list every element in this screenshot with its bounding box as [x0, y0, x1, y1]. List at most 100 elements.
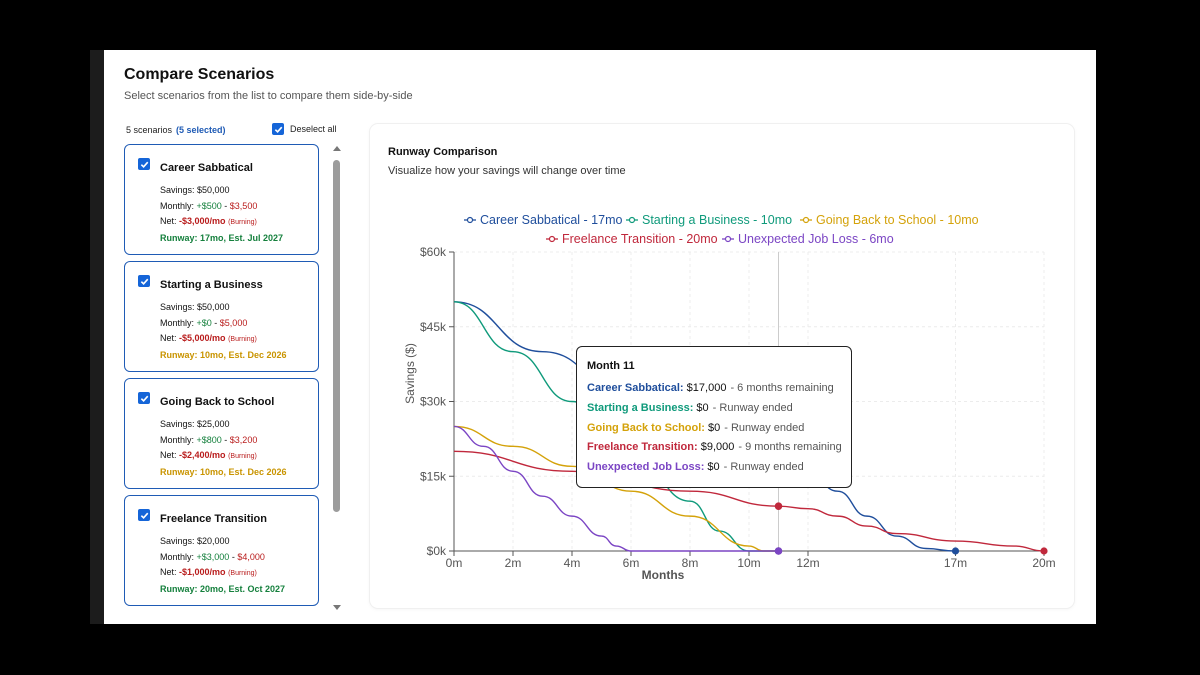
scenario-details: Savings: $20,000 Monthly: +$3,000 - $4,00… — [160, 534, 285, 597]
chart-subtitle: Visualize how your savings will change o… — [388, 165, 626, 177]
monthly-income: +$800 — [196, 434, 222, 445]
scenario-card[interactable]: Career Sabbatical Savings: $50,000 Monthly… — [124, 144, 319, 255]
tooltip-value: $0 — [707, 461, 720, 473]
tooltip-value: $17,000 — [686, 382, 727, 394]
tooltip-row: Career Sabbatical: $17,000- 6 months rem… — [587, 382, 834, 394]
scenario-net: Net: -$2,400/mo (Burning) — [160, 448, 287, 465]
y-axis-label: Savings ($) — [403, 343, 417, 404]
scenario-card[interactable]: Starting a Business Savings: $50,000 Month… — [124, 261, 319, 372]
tooltip-value: $9,000 — [700, 441, 735, 453]
scenario-count: 5 scenarios (5 selected) — [126, 125, 226, 135]
legend-marker — [466, 216, 474, 224]
monthly-separator: - — [229, 551, 238, 562]
scenario-runway: Runway: 20mo, Est. Oct 2027 — [160, 583, 286, 594]
net-value: -$1,000/mo — [179, 567, 226, 577]
scrollbar-thumb[interactable] — [333, 160, 340, 512]
scenario-card[interactable]: Going Back to School Savings: $25,000 Mont… — [124, 378, 319, 489]
check-icon — [140, 512, 148, 519]
burning-badge: (Burning) — [228, 453, 257, 460]
scenario-checkbox[interactable] — [138, 158, 150, 170]
tooltip-title: Month 11 — [587, 360, 635, 372]
tooltip-note: - Runway ended — [712, 402, 793, 414]
y-tick-label: $60k — [420, 245, 447, 259]
scenario-name: Freelance Transition — [160, 513, 267, 525]
y-tick-label: $45k — [420, 320, 447, 334]
scenario-checkbox[interactable] — [138, 392, 150, 404]
scenario-checkbox[interactable] — [138, 509, 150, 521]
legend-marker — [724, 235, 732, 243]
x-tick-label: 6m — [623, 556, 640, 570]
series-end-point — [951, 547, 960, 555]
runway-chart[interactable]: $0k $15k $30k $45k $60k 0m 2m 4m 6m 8m 10m 12m 17m 20… — [370, 124, 1074, 608]
monthly-prefix: Monthly: — [160, 434, 197, 445]
monthly-separator: - — [211, 317, 220, 328]
y-tick-label: $0k — [427, 544, 447, 558]
tooltip-series-name: Career Sabbatical: — [587, 382, 684, 394]
scenario-name: Career Sabbatical — [160, 162, 253, 174]
legend-label: Going Back to School - 10mo — [816, 213, 979, 227]
net-prefix: Net: — [160, 450, 180, 460]
tooltip-row: Freelance Transition: $9,000- 9 months r… — [587, 441, 842, 453]
scenario-name: Going Back to School — [160, 396, 275, 408]
scenario-name: Starting a Business — [160, 279, 263, 291]
page-subtitle: Select scenarios from the list to compar… — [124, 90, 413, 102]
scenario-net: Net: -$5,000/mo (Burning) — [160, 331, 287, 348]
tooltip-series-name: Freelance Transition: — [587, 441, 698, 453]
burning-badge: (Burning) — [228, 570, 257, 577]
check-icon — [140, 395, 148, 402]
x-tick-label: 10m — [737, 556, 760, 570]
deselect-all-checkbox[interactable] — [272, 123, 284, 135]
scenario-list: Career Sabbatical Savings: $50,000 Monthly… — [124, 144, 320, 612]
scenario-savings: Savings: $50,000 — [160, 302, 230, 312]
monthly-expense: $4,000 — [237, 551, 265, 562]
tooltip-row: Unexpected Job Loss: $0- Runway ended — [587, 461, 804, 473]
scenario-runway: Runway: 10mo, Est. Dec 2026 — [160, 349, 287, 360]
deselect-all-label: Deselect all — [290, 124, 337, 134]
net-prefix: Net: — [160, 333, 180, 343]
tooltip-value: $0 — [696, 402, 709, 414]
series-line — [453, 425, 779, 552]
scenario-checkbox[interactable] — [138, 275, 150, 287]
compare-panel: Compare Scenarios Select scenarios from … — [104, 50, 1096, 624]
tooltip-note: - Runway ended — [723, 461, 804, 473]
tooltip-note: - 9 months remaining — [738, 441, 842, 453]
monthly-expense: $5,000 — [219, 317, 248, 328]
deselect-all-toggle[interactable]: Deselect all — [272, 123, 337, 135]
scroll-down-arrow-icon[interactable] — [333, 605, 341, 610]
scenario-details: Savings: $50,000 Monthly: +$500 - $3,500 N… — [160, 183, 283, 246]
scenario-monthly: Monthly: +$0 - $5,000 — [160, 316, 287, 332]
legend-label: Career Sabbatical - 17mo — [480, 213, 622, 227]
tooltip-row: Going Back to School: $0- Runway ended — [587, 422, 804, 434]
monthly-separator: - — [221, 200, 230, 211]
scenario-savings: Savings: $50,000 — [160, 185, 230, 195]
tooltip-series-name: Unexpected Job Loss: — [587, 461, 705, 473]
selected-count: (5 selected) — [176, 125, 226, 135]
y-tick-label: $30k — [420, 395, 447, 409]
scenario-net: Net: -$1,000/mo (Burning) — [160, 565, 285, 582]
monthly-income: +$3,000 — [196, 551, 230, 562]
x-tick-label: 12m — [796, 556, 819, 570]
legend-marker — [628, 216, 636, 224]
hover-point — [774, 547, 783, 555]
monthly-prefix: Monthly: — [160, 551, 197, 562]
monthly-prefix: Monthly: — [160, 200, 197, 211]
tooltip-note: - 6 months remaining — [730, 382, 834, 394]
net-value: -$2,400/mo — [179, 450, 226, 460]
x-tick-label: 20m — [1032, 556, 1055, 570]
scroll-up-arrow-icon[interactable] — [333, 146, 341, 151]
scenario-list-scrollbar[interactable] — [332, 146, 342, 610]
scenario-card[interactable]: Freelance Transition Savings: $20,000 Mont… — [124, 495, 319, 606]
net-prefix: Net: — [160, 567, 180, 577]
page-title: Compare Scenarios — [124, 66, 275, 83]
legend-label: Starting a Business - 10mo — [642, 213, 792, 227]
tooltip-series-name: Starting a Business: — [587, 402, 694, 414]
scenario-runway: Runway: 10mo, Est. Dec 2026 — [160, 466, 287, 477]
scenario-details: Savings: $25,000 Monthly: +$800 - $3,200 N… — [160, 417, 287, 480]
check-icon — [140, 278, 148, 285]
monthly-income: +$0 — [196, 317, 212, 328]
series-line — [453, 425, 779, 552]
x-axis-label: Months — [642, 568, 685, 582]
tooltip-note: - Runway ended — [724, 422, 805, 434]
chart-tooltip: Month 11 Career Sabbatical: $17,000- 6 m… — [576, 346, 852, 488]
y-tick-label: $15k — [420, 469, 447, 483]
